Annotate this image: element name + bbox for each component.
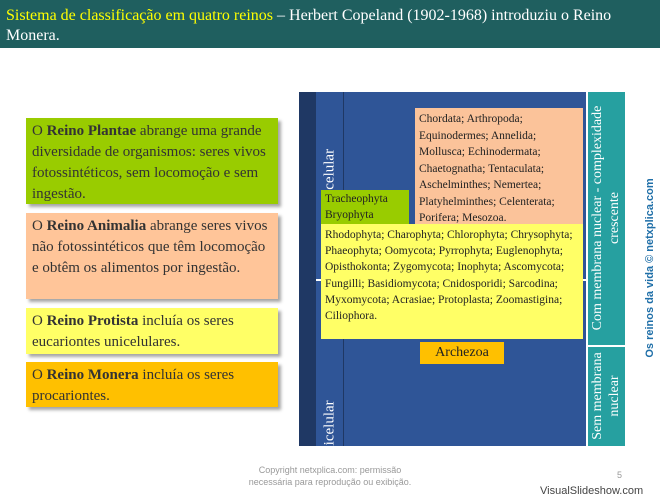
protist-phyla-box: Rhodophyta; Charophyta; Chlorophyta; Chr… [321, 224, 583, 339]
kingdom-prefix: O [32, 313, 47, 329]
kingdom-description: abrange uma grande diversidade de organi… [32, 123, 266, 202]
kingdom-monera-box: O Reino Monera incluía os seres procario… [26, 362, 278, 407]
title-rest: – Herbert Copeland (1902-1968) introduzi… [6, 7, 612, 44]
title-highlight: Sistema de classificação em quatro reino… [6, 7, 274, 24]
kingdom-description: abrange seres vivos não fotossintéticos … [32, 218, 268, 276]
kingdom-name: Reino Protista [46, 313, 139, 329]
kingdom-description: incluía os seres procariontes. [32, 367, 235, 404]
side-watermark: Os reinos da vida © netxplica.com [644, 178, 656, 358]
kingdom-protista-box: O Reino Protista incluía os seres eucari… [26, 308, 278, 354]
brand-watermark[interactable]: VisualSlideshow.com [540, 485, 644, 497]
page-number: 5 [617, 470, 623, 480]
no-nuclear-membrane-label: Sem membrana nuclear [590, 352, 622, 440]
kingdom-prefix: O [32, 367, 47, 383]
animal-phyla-box: Chordata; Arthropoda; Equinodermes; Anne… [415, 108, 583, 226]
kingdom-prefix: O [32, 218, 47, 234]
copyright-line-2: necessária para reprodução ou exibição. [248, 477, 412, 487]
kingdom-description: incluía os seres eucariontes unicelulare… [32, 313, 234, 350]
kingdom-name: Reino Monera [46, 367, 139, 383]
kingdom-plantae-box: O Reino Plantae abrange uma grande diver… [26, 118, 278, 204]
kingdom-animalia-box: O Reino Animalia abrange seres vivos não… [26, 213, 278, 299]
kingdom-name: Reino Plantae [46, 123, 137, 139]
kingdom-name: Reino Animalia [46, 218, 147, 234]
title-bar: Sistema de classificação em quatro reino… [0, 0, 660, 48]
copyright-line-1: Copyright netxplica.com: permissão [258, 465, 402, 475]
slide-title: Sistema de classificação em quatro reino… [6, 6, 656, 46]
kingdom-prefix: O [32, 123, 47, 139]
plant-phyla-box: Tracheophyta Bryophyta [321, 190, 409, 224]
copyright-footer: Copyright netxplica.com: permissão neces… [200, 464, 460, 488]
nuclear-membrane-label: Com membrana nuclear - complexidade cres… [590, 105, 622, 331]
no-nuclear-membrane-bar [588, 347, 625, 446]
diagram-left-strip [299, 92, 316, 446]
nuclear-membrane-bar [588, 92, 625, 345]
archezoa-box: Archezoa [420, 342, 504, 364]
unicelular-label: Unicelular [321, 400, 338, 464]
classification-diagram: Multicelular Unicelular Com membrana nuc… [299, 92, 625, 464]
